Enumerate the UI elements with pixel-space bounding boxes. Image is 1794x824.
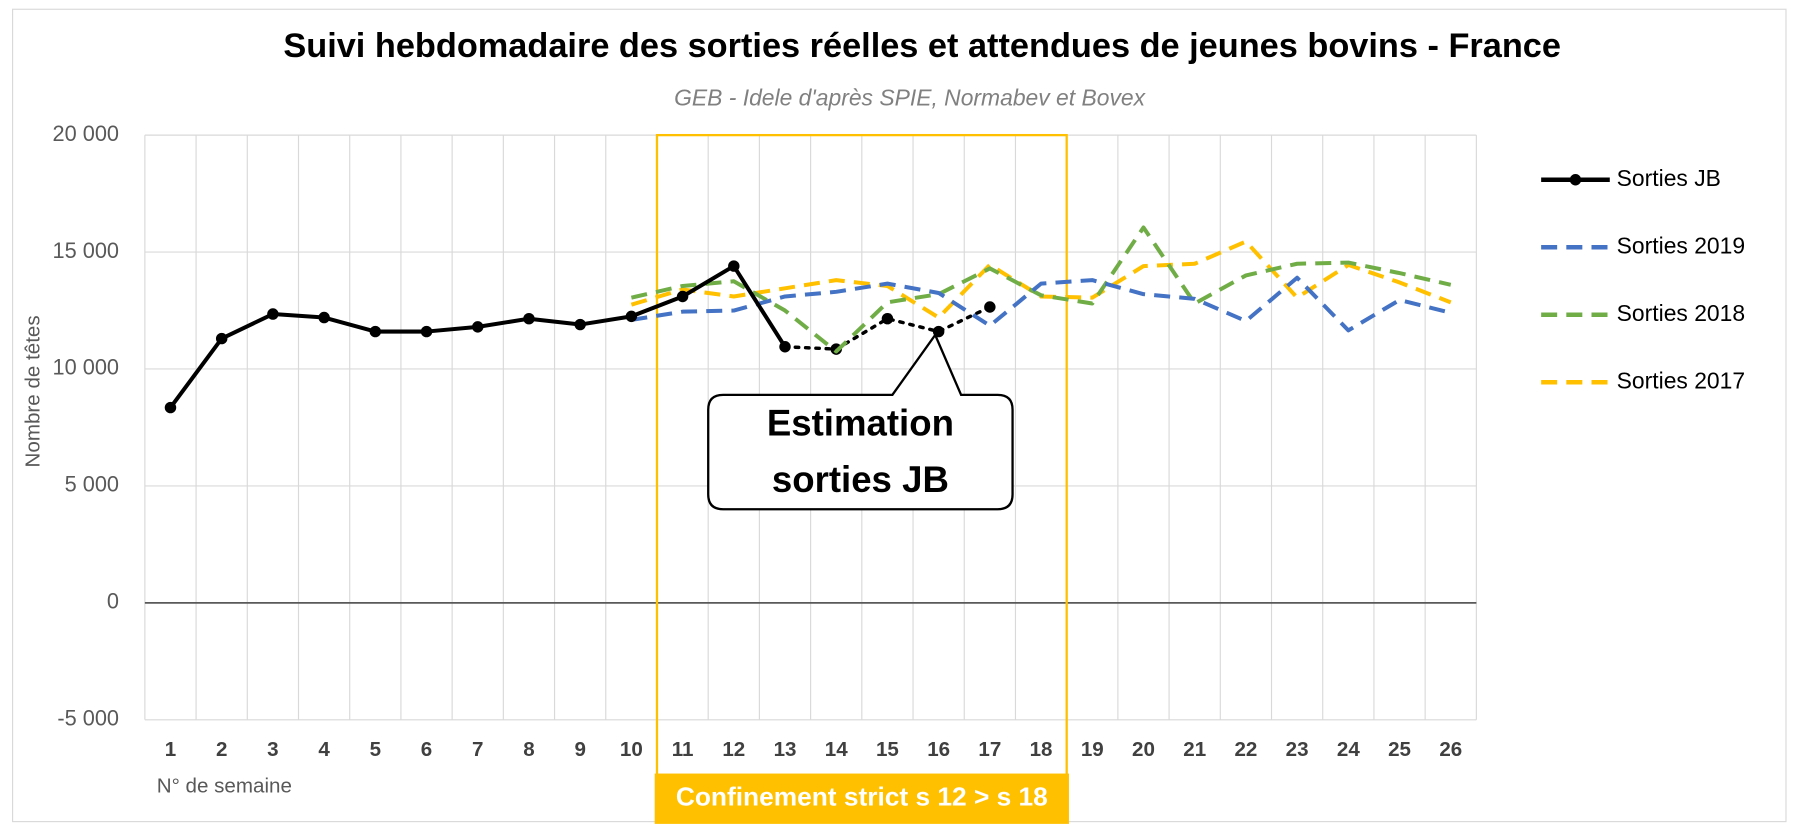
x-tick-label: 25 bbox=[1388, 738, 1411, 761]
x-tick-label: 20 bbox=[1132, 738, 1155, 761]
callout-box bbox=[707, 332, 1014, 511]
x-tick-label: 10 bbox=[620, 738, 643, 761]
point bbox=[267, 308, 279, 320]
legend-label: Sorties JB bbox=[1617, 165, 1721, 191]
x-tick-label: 26 bbox=[1439, 738, 1462, 761]
x-tick-label: 1 bbox=[165, 738, 176, 761]
x-tick-label: 9 bbox=[574, 738, 585, 761]
x-tick-label: 5 bbox=[370, 738, 381, 761]
series-line bbox=[631, 275, 1452, 333]
point bbox=[420, 325, 433, 338]
point bbox=[676, 290, 689, 303]
legend-marker bbox=[1569, 174, 1582, 186]
y-tick-label: 20 000 bbox=[53, 121, 119, 146]
x-tick-label: 21 bbox=[1183, 738, 1206, 761]
x-tick-label: 12 bbox=[722, 738, 745, 761]
point bbox=[574, 318, 586, 331]
y-tick-label: 15 000 bbox=[53, 238, 119, 263]
x-tick-label: 8 bbox=[523, 738, 534, 761]
y-axis-label: Nombre de têtes bbox=[22, 315, 45, 467]
highlight-label: Confinement strict s 12 > s 18 bbox=[676, 782, 1048, 812]
x-tick-label: 6 bbox=[421, 738, 432, 761]
point bbox=[215, 332, 228, 345]
legend-label: Sorties 2018 bbox=[1617, 300, 1745, 326]
series-line bbox=[783, 305, 992, 351]
point bbox=[728, 260, 740, 272]
highlight-label-bg bbox=[654, 773, 1069, 824]
y-tick-label: -5 000 bbox=[57, 706, 119, 731]
x-tick-label: 11 bbox=[672, 738, 694, 761]
y-tick-label: 10 000 bbox=[53, 355, 119, 380]
x-axis-label: N° de semaine bbox=[157, 775, 292, 798]
x-tick-label: 17 bbox=[978, 738, 1001, 761]
x-tick-label: 19 bbox=[1081, 738, 1104, 761]
x-tick-label: 16 bbox=[927, 738, 950, 761]
point bbox=[164, 401, 177, 414]
chart-title: Suivi hebdomadaire des sorties réelles e… bbox=[283, 27, 1561, 65]
point bbox=[625, 310, 638, 323]
x-tick-label: 4 bbox=[318, 738, 330, 761]
x-tick-label: 22 bbox=[1234, 738, 1257, 761]
series-line bbox=[630, 225, 1452, 354]
x-tick-label: 7 bbox=[472, 738, 483, 761]
point bbox=[318, 311, 330, 324]
x-tick-label: 13 bbox=[774, 738, 797, 761]
x-tick-label: 24 bbox=[1337, 738, 1360, 761]
point bbox=[984, 301, 996, 313]
x-tick-label: 15 bbox=[876, 738, 899, 761]
callout-text: Estimation sorties JB bbox=[767, 402, 954, 499]
x-tick-label: 23 bbox=[1286, 738, 1309, 761]
x-tick-label: 3 bbox=[267, 738, 278, 761]
legend-label: Sorties 2019 bbox=[1617, 232, 1745, 258]
point bbox=[881, 312, 894, 325]
x-tick-label: 18 bbox=[1030, 738, 1053, 761]
chart-subtitle: GEB - Idele d'après SPIE, Normabev et Bo… bbox=[674, 85, 1147, 111]
y-tick-label: 5 000 bbox=[65, 472, 119, 497]
point bbox=[472, 321, 484, 333]
x-tick-label: 2 bbox=[216, 738, 227, 761]
point bbox=[369, 325, 382, 338]
legend-label: Sorties 2017 bbox=[1617, 367, 1745, 393]
y-tick-label: 0 bbox=[107, 589, 119, 614]
point bbox=[523, 312, 535, 325]
point bbox=[779, 341, 791, 353]
x-tick-label: 14 bbox=[825, 738, 848, 761]
